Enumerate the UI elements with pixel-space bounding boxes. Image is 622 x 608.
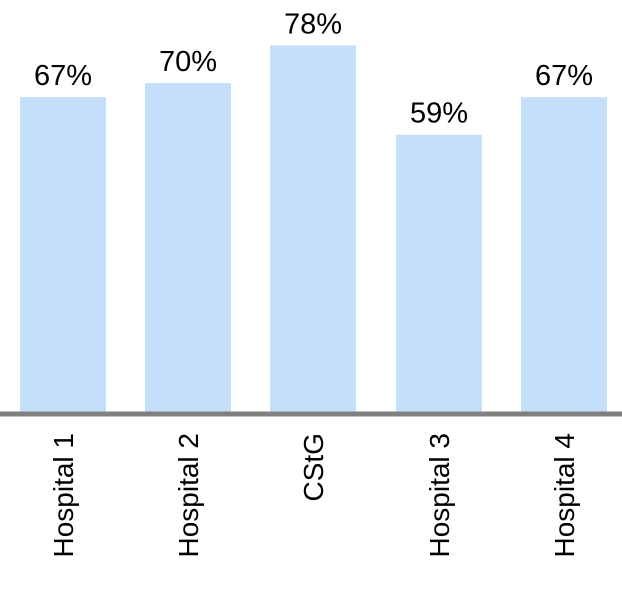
tick-label-hospital-2: Hospital 2 <box>173 433 204 558</box>
tick-label-cstg: CStG <box>298 433 329 501</box>
data-label-hospital-4: 67% <box>535 60 593 92</box>
bar-cstg <box>270 45 356 413</box>
bar-hospital-3 <box>396 134 482 412</box>
tick-label-hospital-3: Hospital 3 <box>424 433 455 558</box>
bar-hospital-2 <box>145 83 231 412</box>
tick-label-hospital-4: Hospital 4 <box>549 433 580 558</box>
data-label-cstg: 78% <box>284 8 342 40</box>
bar-hospital-4 <box>521 97 607 412</box>
data-labels-group: 67% 70% 78% 59% 67% <box>34 8 593 129</box>
tick-label-hospital-1: Hospital 1 <box>48 433 79 558</box>
data-label-hospital-1: 67% <box>34 60 92 92</box>
bars-group <box>20 45 607 413</box>
x-tick-labels-group: Hospital 1 Hospital 2 CStG Hospital 3 Hospit… <box>48 433 580 558</box>
bar-hospital-1 <box>20 97 106 412</box>
data-label-hospital-3: 59% <box>410 98 468 130</box>
data-label-hospital-2: 70% <box>159 46 217 78</box>
